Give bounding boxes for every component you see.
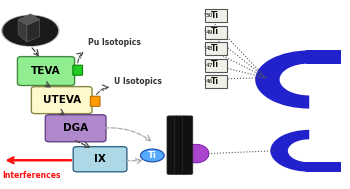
FancyBboxPatch shape <box>205 75 227 88</box>
Text: Ti: Ti <box>211 11 219 20</box>
Text: 49: 49 <box>206 30 213 35</box>
FancyBboxPatch shape <box>45 115 106 142</box>
Text: Ti: Ti <box>211 77 219 86</box>
Text: 50: 50 <box>206 13 213 18</box>
FancyBboxPatch shape <box>182 116 193 174</box>
Text: UTEVA: UTEVA <box>43 95 81 105</box>
FancyBboxPatch shape <box>73 147 127 172</box>
Wedge shape <box>255 50 309 108</box>
Bar <box>306 162 341 172</box>
Text: IX: IX <box>94 154 106 164</box>
Polygon shape <box>18 19 27 42</box>
Text: Interferences: Interferences <box>2 171 61 180</box>
Polygon shape <box>18 14 40 25</box>
FancyBboxPatch shape <box>175 116 185 174</box>
Circle shape <box>3 16 57 45</box>
FancyBboxPatch shape <box>18 57 75 85</box>
FancyBboxPatch shape <box>73 65 83 75</box>
Text: Ti: Ti <box>148 151 157 160</box>
Text: Ti: Ti <box>211 60 219 69</box>
Text: Pu Isotopics: Pu Isotopics <box>88 38 141 47</box>
FancyBboxPatch shape <box>90 96 100 106</box>
FancyBboxPatch shape <box>167 116 177 174</box>
FancyBboxPatch shape <box>205 26 227 39</box>
Polygon shape <box>27 19 40 42</box>
Ellipse shape <box>183 144 209 163</box>
FancyBboxPatch shape <box>205 42 227 55</box>
Text: Ti: Ti <box>211 27 219 36</box>
Text: 47: 47 <box>206 63 213 68</box>
Text: DGA: DGA <box>63 123 88 133</box>
Text: 46: 46 <box>206 79 213 84</box>
Text: TEVA: TEVA <box>31 66 61 76</box>
FancyBboxPatch shape <box>32 87 92 114</box>
Text: U Isotopics: U Isotopics <box>114 77 162 86</box>
Text: Ti: Ti <box>211 44 219 53</box>
FancyBboxPatch shape <box>205 59 227 72</box>
FancyBboxPatch shape <box>205 9 227 22</box>
Circle shape <box>140 149 164 162</box>
Wedge shape <box>270 130 309 172</box>
Text: 48: 48 <box>206 46 213 51</box>
Bar <box>306 50 341 64</box>
Circle shape <box>2 15 59 46</box>
